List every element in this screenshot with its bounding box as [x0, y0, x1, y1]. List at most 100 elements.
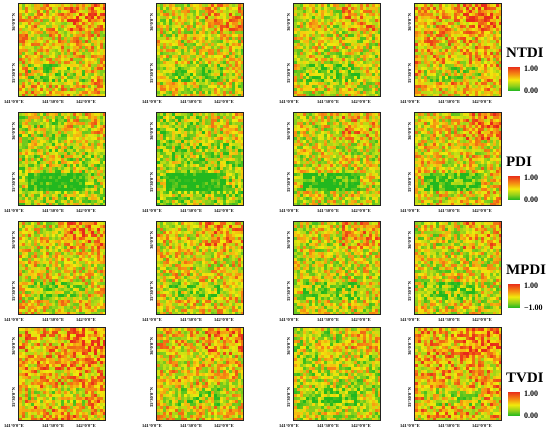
longitude-label: 141°0'0"E: [142, 208, 162, 213]
longitude-label: 142°0'0"E: [76, 423, 96, 428]
latitude-label: 35°30'0"N: [286, 63, 291, 84]
legend-min-value: 0.00: [524, 195, 538, 204]
latitude-label: 36°0'0"N: [11, 122, 16, 140]
map-ntdi-1: 36°0'0"N 35°30'0"N: [11, 3, 106, 97]
longitude-label: 142°0'0"E: [472, 99, 492, 104]
legend-max-value: 1.00: [524, 64, 538, 73]
legend-min-value: 0.00: [524, 86, 538, 95]
map-raster: [18, 221, 106, 315]
longitude-label: 142°0'0"E: [214, 208, 234, 213]
longitude-label: 141°0'0"E: [142, 423, 162, 428]
longitude-label: 141°30'0"E: [438, 317, 461, 322]
longitude-label: 141°30'0"E: [180, 99, 203, 104]
latitude-label: 35°30'0"N: [286, 281, 291, 302]
latitude-label: 35°30'0"N: [286, 387, 291, 408]
longitude-label: 142°0'0"E: [351, 208, 371, 213]
map-raster: [156, 327, 244, 421]
latitude-label: 35°30'0"N: [11, 281, 16, 302]
longitude-label: 141°30'0"E: [438, 208, 461, 213]
longitude-label: 142°0'0"E: [351, 317, 371, 322]
latitude-label: 36°0'0"N: [407, 231, 412, 249]
longitude-label: 142°0'0"E: [76, 208, 96, 213]
color-ramp: [508, 392, 520, 416]
map-raster: [414, 3, 502, 97]
legend-title: TVDI: [506, 370, 544, 386]
longitude-label: 141°30'0"E: [317, 317, 340, 322]
map-mpdi-4: 36°0'0"N 35°30'0"N: [407, 221, 502, 315]
longitude-label: 141°0'0"E: [400, 423, 420, 428]
map-tvdi-3: 36°0'0"N 35°30'0"N: [286, 327, 381, 421]
latitude-label: 35°30'0"N: [11, 63, 16, 84]
longitude-label: 142°0'0"E: [214, 317, 234, 322]
latitude-label: 35°30'0"N: [149, 387, 154, 408]
map-mpdi-3: 36°0'0"N 35°30'0"N: [286, 221, 381, 315]
map-pdi-1: 36°0'0"N 35°30'0"N: [11, 112, 106, 206]
longitude-label: 141°30'0"E: [317, 99, 340, 104]
map-raster: [18, 112, 106, 206]
latitude-label: 36°0'0"N: [286, 337, 291, 355]
longitude-label: 141°30'0"E: [180, 423, 203, 428]
latitude-label: 35°30'0"N: [286, 172, 291, 193]
longitude-label: 141°0'0"E: [400, 99, 420, 104]
latitude-label: 36°0'0"N: [286, 231, 291, 249]
latitude-label: 36°0'0"N: [11, 13, 16, 31]
map-mpdi-2: 36°0'0"N 35°30'0"N: [149, 221, 244, 315]
legend-max-value: 1.00: [524, 281, 538, 290]
longitude-label: 142°0'0"E: [351, 99, 371, 104]
longitude-label: 142°0'0"E: [472, 317, 492, 322]
map-raster: [414, 327, 502, 421]
latitude-label: 35°30'0"N: [11, 172, 16, 193]
map-mpdi-1: 36°0'0"N 35°30'0"N: [11, 221, 106, 315]
map-pdi-2: 36°0'0"N 35°30'0"N: [149, 112, 244, 206]
map-raster: [414, 112, 502, 206]
longitude-label: 141°0'0"E: [4, 208, 24, 213]
legend-min-value: −1.00: [524, 303, 543, 312]
map-raster: [156, 3, 244, 97]
longitude-label: 141°0'0"E: [4, 317, 24, 322]
map-tvdi-1: 36°0'0"N 35°30'0"N: [11, 327, 106, 421]
latitude-label: 35°30'0"N: [407, 387, 412, 408]
map-ntdi-3: 36°0'0"N 35°30'0"N: [286, 3, 381, 97]
latitude-label: 36°0'0"N: [286, 122, 291, 140]
longitude-label: 141°30'0"E: [42, 317, 65, 322]
longitude-label: 142°0'0"E: [214, 423, 234, 428]
legend-title: PDI: [506, 154, 532, 170]
longitude-label: 141°0'0"E: [400, 208, 420, 213]
longitude-label: 141°0'0"E: [142, 99, 162, 104]
longitude-label: 141°30'0"E: [180, 317, 203, 322]
map-raster: [293, 221, 381, 315]
map-raster: [414, 221, 502, 315]
latitude-label: 36°0'0"N: [149, 122, 154, 140]
latitude-label: 36°0'0"N: [11, 231, 16, 249]
longitude-label: 141°0'0"E: [279, 317, 299, 322]
longitude-label: 141°0'0"E: [4, 99, 24, 104]
longitude-label: 141°0'0"E: [400, 317, 420, 322]
longitude-label: 141°30'0"E: [42, 423, 65, 428]
latitude-label: 35°30'0"N: [407, 281, 412, 302]
latitude-label: 36°0'0"N: [286, 13, 291, 31]
longitude-label: 141°30'0"E: [42, 99, 65, 104]
map-raster: [18, 327, 106, 421]
map-raster: [156, 112, 244, 206]
longitude-label: 142°0'0"E: [472, 208, 492, 213]
longitude-label: 141°30'0"E: [438, 99, 461, 104]
legend-max-value: 1.00: [524, 389, 538, 398]
color-ramp: [508, 67, 520, 91]
latitude-label: 36°0'0"N: [149, 337, 154, 355]
map-raster: [293, 3, 381, 97]
map-ntdi-2: 36°0'0"N 35°30'0"N: [149, 3, 244, 97]
longitude-label: 141°0'0"E: [142, 317, 162, 322]
longitude-label: 141°30'0"E: [42, 208, 65, 213]
map-pdi-4: 36°0'0"N 35°30'0"N: [407, 112, 502, 206]
latitude-label: 36°0'0"N: [407, 122, 412, 140]
latitude-label: 36°0'0"N: [11, 337, 16, 355]
latitude-label: 36°0'0"N: [149, 13, 154, 31]
legend-title: NTDI: [506, 45, 544, 61]
latitude-label: 36°0'0"N: [407, 337, 412, 355]
latitude-label: 35°30'0"N: [407, 172, 412, 193]
map-tvdi-4: 36°0'0"N 35°30'0"N: [407, 327, 502, 421]
map-pdi-3: 36°0'0"N 35°30'0"N: [286, 112, 381, 206]
color-ramp: [508, 284, 520, 308]
longitude-label: 141°0'0"E: [279, 208, 299, 213]
